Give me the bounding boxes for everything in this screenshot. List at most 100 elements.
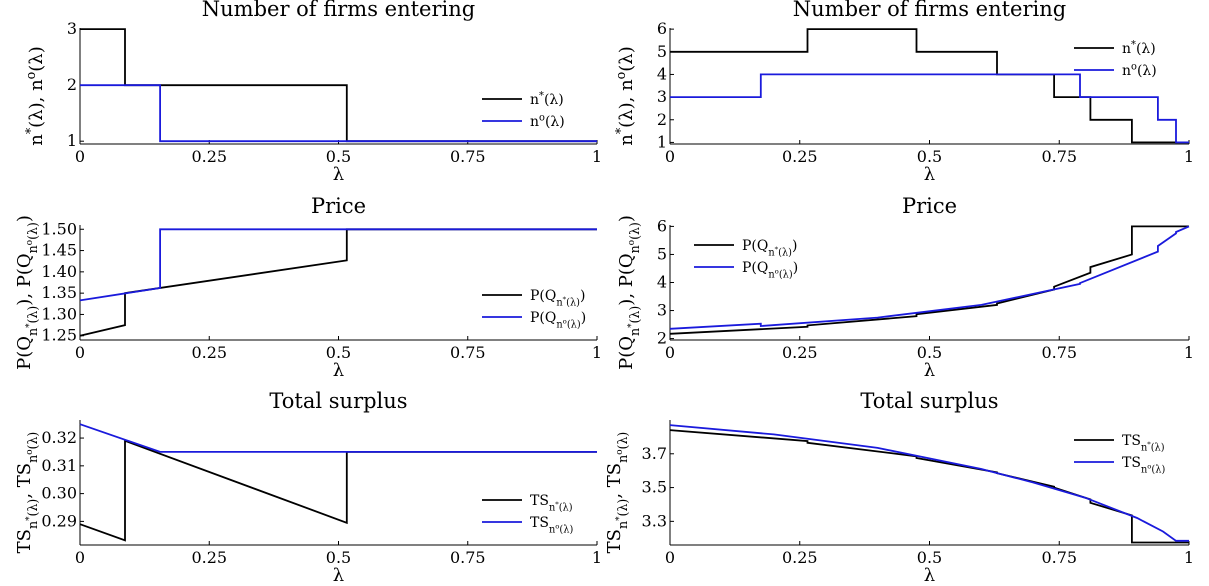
y-tick-label: 3 bbox=[657, 87, 667, 106]
series-line-1 bbox=[669, 225, 1189, 335]
x-axis-label: λ bbox=[924, 360, 935, 381]
y-tick-label: 4 bbox=[657, 273, 667, 292]
y-tick-label: 1.50 bbox=[41, 219, 77, 238]
y-tick-label: 0.32 bbox=[41, 428, 77, 447]
chart-panel-3: Price 0 0.25 0.5 0.75 1 λ 1.25 1.30 1.35 1.40 1.45 1… bbox=[14, 194, 602, 381]
y-axis-label: n*(λ), no(λ) bbox=[613, 46, 637, 145]
x-tick-label: 0 bbox=[75, 548, 85, 567]
series-line-2 bbox=[79, 423, 597, 453]
series-line-1 bbox=[79, 439, 597, 542]
legend-label: P(Qno(λ)) bbox=[530, 310, 586, 330]
x-tick-label: 0.25 bbox=[191, 147, 227, 166]
x-tick-label: 0.5 bbox=[326, 343, 351, 362]
legend: n*(λ) no(λ) bbox=[482, 91, 565, 130]
x-tick-label: 0.5 bbox=[326, 548, 351, 567]
series-line-1 bbox=[670, 28, 1189, 144]
legend-label: TSn*(λ) bbox=[530, 493, 573, 513]
y-tick-label: 2 bbox=[657, 110, 667, 129]
y-axis-label: TSn*(λ), TSno(λ) bbox=[604, 432, 630, 554]
x-tick-label: 1 bbox=[1184, 147, 1194, 166]
legend-label: no(λ) bbox=[530, 113, 565, 130]
legend-label: n*(λ) bbox=[1122, 40, 1156, 57]
x-tick-label: 0 bbox=[665, 343, 675, 362]
y-tick-label: 1.30 bbox=[41, 304, 77, 323]
chart-panel-1: Number of firms entering 0 0.25 0.5 0.75 1 λ 1 2… bbox=[23, 0, 602, 185]
chart-panel-2: Number of firms entering 0 0.25 0.5 0.75 1 λ 1 2… bbox=[613, 0, 1194, 185]
x-tick-label: 1 bbox=[592, 548, 602, 567]
y-tick-label: 3.7 bbox=[642, 444, 667, 463]
chart-title: Total surplus bbox=[269, 389, 407, 413]
x-tick-label: 0.25 bbox=[782, 548, 818, 567]
series-line-2 bbox=[670, 73, 1189, 144]
x-tick-label: 1 bbox=[592, 147, 602, 166]
x-axis-label: λ bbox=[333, 565, 344, 586]
x-tick-label: 0.25 bbox=[191, 548, 227, 567]
y-tick-label: 6 bbox=[657, 216, 667, 235]
chart-title: Number of firms entering bbox=[202, 0, 475, 21]
series-line-2 bbox=[79, 228, 597, 302]
y-tick-label: 1.25 bbox=[41, 326, 77, 345]
y-tick-label: 3.3 bbox=[642, 511, 667, 530]
legend-label: TSn*(λ) bbox=[1122, 433, 1165, 453]
y-axis-label: TSn*(λ), TSno(λ) bbox=[14, 432, 40, 554]
x-tick-label: 1 bbox=[592, 343, 602, 362]
x-tick-label: 0.75 bbox=[1041, 147, 1077, 166]
y-tick-label: 4 bbox=[657, 64, 667, 83]
legend-label: P(Qn*(λ)) bbox=[742, 238, 797, 258]
y-tick-label: 0.29 bbox=[41, 511, 77, 530]
x-axis-label: λ bbox=[333, 360, 344, 381]
legend-label: no(λ) bbox=[1122, 62, 1157, 79]
y-tick-label: 0.31 bbox=[41, 456, 77, 475]
x-axis-label: λ bbox=[924, 164, 935, 185]
y-tick-label: 2 bbox=[67, 75, 77, 94]
y-tick-label: 1.40 bbox=[41, 262, 77, 281]
chart-title: Total surplus bbox=[860, 389, 998, 413]
x-tick-label: 0.5 bbox=[917, 343, 942, 362]
x-tick-label: 0.5 bbox=[917, 548, 942, 567]
chart-title: Price bbox=[902, 194, 957, 218]
legend-label: TSno(λ) bbox=[1122, 455, 1165, 475]
y-tick-label: 6 bbox=[657, 19, 667, 38]
chart-title: Number of firms entering bbox=[793, 0, 1066, 21]
y-tick-label: 5 bbox=[657, 244, 667, 263]
y-tick-label: 1.45 bbox=[41, 241, 77, 260]
legend: n*(λ) no(λ) bbox=[1074, 40, 1157, 79]
x-tick-label: 0.5 bbox=[326, 147, 351, 166]
y-tick-label: 1 bbox=[67, 131, 77, 150]
x-tick-label: 0.75 bbox=[450, 548, 486, 567]
y-tick-label: 1.35 bbox=[41, 283, 77, 302]
x-tick-label: 0.5 bbox=[917, 147, 942, 166]
legend: P(Qn*(λ))P(Qno(λ)) bbox=[694, 238, 798, 280]
x-tick-label: 0.25 bbox=[191, 343, 227, 362]
y-tick-label: 2 bbox=[657, 329, 667, 348]
chart-title: Price bbox=[311, 194, 366, 218]
chart-panel-6: Total surplus 0 0.25 0.5 0.75 1 λ 3.3 3.5 3.7 TSn*… bbox=[604, 389, 1194, 586]
x-tick-label: 0 bbox=[75, 147, 85, 166]
chart-panel-5: Total surplus 0 0.25 0.5 0.75 1 λ 0.29 0.30 0.31 0… bbox=[14, 389, 602, 586]
y-tick-label: 3 bbox=[657, 301, 667, 320]
legend: P(Qn*(λ))P(Qno(λ)) bbox=[482, 288, 586, 330]
x-tick-label: 0 bbox=[665, 147, 675, 166]
legend-label: P(Qno(λ)) bbox=[742, 260, 798, 280]
x-tick-label: 0.25 bbox=[782, 343, 818, 362]
x-tick-label: 1 bbox=[1184, 548, 1194, 567]
y-tick-label: 0.30 bbox=[41, 484, 77, 503]
series-line-2 bbox=[669, 225, 1190, 330]
x-axis-label: λ bbox=[333, 164, 344, 185]
series-line-2 bbox=[80, 84, 597, 143]
legend-label: TSno(λ) bbox=[530, 515, 573, 535]
legend-label: P(Qn*(λ)) bbox=[530, 288, 585, 308]
series-line-1 bbox=[669, 429, 1189, 544]
y-axis-label: P(Qn*(λ)), P(Qno(λ)) bbox=[616, 215, 642, 370]
x-tick-label: 0.25 bbox=[782, 147, 818, 166]
x-tick-label: 1 bbox=[1184, 343, 1194, 362]
x-tick-label: 0.75 bbox=[1041, 548, 1077, 567]
x-tick-label: 0.75 bbox=[450, 343, 486, 362]
y-tick-label: 1 bbox=[657, 132, 667, 151]
x-tick-label: 0.75 bbox=[450, 147, 486, 166]
series-line-1 bbox=[79, 228, 597, 337]
y-tick-label: 3 bbox=[67, 19, 77, 38]
y-axis-label: P(Qn*(λ)), P(Qno(λ)) bbox=[14, 215, 40, 370]
legend: TSn*(λ)TSno(λ) bbox=[482, 493, 573, 535]
